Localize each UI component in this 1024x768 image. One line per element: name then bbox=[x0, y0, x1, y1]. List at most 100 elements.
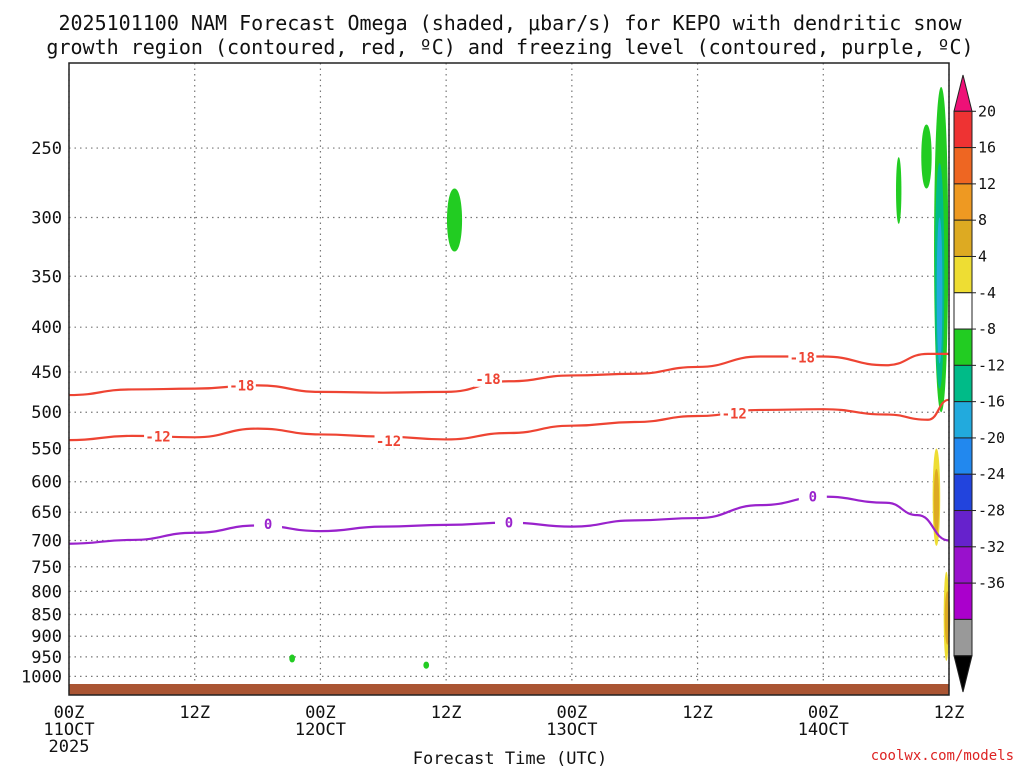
colorbar-bin-6 bbox=[953, 292, 973, 330]
contour-label-2-1: 0 bbox=[505, 516, 513, 532]
x-tick-0-line-3: 2025 bbox=[49, 737, 90, 757]
omega-region-0 bbox=[446, 188, 463, 252]
x-tick-0-line-2: 11OCT bbox=[43, 720, 94, 740]
colorbar-bin-15 bbox=[953, 618, 973, 657]
y-tick-600: 600 bbox=[31, 473, 62, 493]
y-tick-450: 450 bbox=[31, 363, 62, 383]
colorbar-label-6: -8 bbox=[978, 320, 996, 338]
colorbar-bin-1 bbox=[953, 110, 973, 149]
omega-region-4 bbox=[921, 124, 932, 189]
colorbar-label-11: -28 bbox=[978, 502, 1005, 520]
colorbar-bin-2 bbox=[953, 147, 973, 185]
colorbar-label-4: 4 bbox=[978, 247, 987, 265]
credit-text: coolwx.com/models bbox=[871, 748, 1014, 764]
x-tick-1-line-1: 12Z bbox=[179, 703, 210, 723]
contour-label-bg-1-2 bbox=[720, 405, 749, 422]
colorbar-label-1: 16 bbox=[978, 139, 996, 157]
colorbar-label-13: -36 bbox=[978, 574, 1005, 592]
colorbar-bin-16 bbox=[953, 655, 973, 693]
contour-line-0 bbox=[68, 352, 949, 397]
y-tick-900: 900 bbox=[31, 627, 62, 647]
chart-title-line-1: 2025101100 NAM Forecast Omega (shaded, μ… bbox=[58, 11, 962, 35]
contour-label-bg-0-0 bbox=[227, 377, 256, 394]
y-tick-1000: 1000 bbox=[21, 667, 62, 687]
contour-label-1-1: -12 bbox=[376, 434, 401, 450]
y-tick-850: 850 bbox=[31, 605, 62, 625]
terrain-band bbox=[69, 684, 949, 695]
colorbar-label-9: -20 bbox=[978, 429, 1005, 447]
colorbar-bin-12 bbox=[953, 510, 973, 548]
colorbar-bin-7 bbox=[953, 328, 973, 366]
contour-label-bg-2-1 bbox=[495, 514, 523, 531]
y-tick-650: 650 bbox=[31, 503, 62, 523]
colorbar: 20 16 12 8 4 -4 -8 -12 -16 -20 -24 -28 -32 -36 bbox=[953, 74, 1005, 693]
colorbar-bin-9 bbox=[953, 401, 973, 439]
contour-label-bg-0-1 bbox=[474, 370, 503, 387]
y-tick-400: 400 bbox=[31, 318, 62, 338]
x-tick-3-line-1: 12Z bbox=[431, 703, 462, 723]
contour-label-2-2: 0 bbox=[809, 490, 817, 506]
omega-region-9 bbox=[933, 468, 940, 535]
contour-label-bg-2-2 bbox=[798, 488, 827, 505]
omega-region-2 bbox=[423, 661, 430, 669]
colorbar-label-0: 20 bbox=[978, 102, 996, 120]
contour-label-bg-1-0 bbox=[144, 428, 173, 445]
plot-frame bbox=[68, 62, 950, 696]
colorbar-bin-10 bbox=[953, 437, 973, 475]
contour-label-bg-0-2 bbox=[788, 349, 817, 366]
x-tick-4-line-1: 00Z bbox=[556, 703, 587, 723]
colorbar-label-5: -4 bbox=[978, 284, 996, 302]
contour-label-0-2: -18 bbox=[790, 350, 815, 366]
x-tick-6-line-2: 14OCT bbox=[798, 720, 849, 740]
contour-label-0-0: -18 bbox=[229, 378, 254, 394]
y-tick-labels: 2503003504004505005506006507007508008509… bbox=[21, 139, 62, 687]
omega-region-1 bbox=[289, 654, 295, 663]
y-tick-750: 750 bbox=[31, 558, 62, 578]
x-tick-2-line-1: 00Z bbox=[305, 703, 336, 723]
y-tick-250: 250 bbox=[31, 139, 62, 159]
contour-label-bg-1-1 bbox=[374, 432, 403, 449]
contour-label-bg-2-0 bbox=[254, 515, 283, 532]
contour-label-0-1: -18 bbox=[475, 372, 500, 388]
colorbar-label-8: -16 bbox=[978, 393, 1005, 411]
colorbar-bin-13 bbox=[953, 546, 973, 584]
contour-label-1-2: -12 bbox=[722, 407, 747, 423]
x-tick-7-line-1: 12Z bbox=[934, 703, 965, 723]
contour-line-2 bbox=[68, 495, 950, 545]
x-tick-6-line-1: 00Z bbox=[808, 703, 839, 723]
y-tick-350: 350 bbox=[31, 267, 62, 287]
temperature-contours: -18 -18 -18 -12 -12 -12 0 0 0 bbox=[68, 349, 950, 545]
omega-shading bbox=[289, 87, 951, 669]
colorbar-label-10: -24 bbox=[978, 465, 1005, 483]
y-tick-950: 950 bbox=[31, 648, 62, 668]
y-tick-300: 300 bbox=[31, 209, 62, 229]
x-tick-5-line-1: 12Z bbox=[682, 703, 713, 723]
y-tick-800: 800 bbox=[31, 582, 62, 602]
colorbar-bin-11 bbox=[953, 473, 973, 512]
contour-label-1-0: -12 bbox=[145, 430, 170, 446]
colorbar-bin-4 bbox=[953, 219, 973, 257]
colorbar-bin-14 bbox=[953, 582, 973, 620]
colorbar-label-12: -32 bbox=[978, 538, 1005, 556]
x-tick-0-line-1: 00Z bbox=[54, 703, 85, 723]
x-tick-4-line-2: 13OCT bbox=[546, 720, 597, 740]
colorbar-label-3: 8 bbox=[978, 211, 987, 229]
colorbar-bin-3 bbox=[953, 183, 973, 221]
omega-region-3 bbox=[896, 157, 902, 224]
colorbar-bin-0 bbox=[953, 74, 973, 112]
plot-area bbox=[69, 63, 949, 695]
y-tick-500: 500 bbox=[31, 403, 62, 423]
x-axis-label: Forecast Time (UTC) bbox=[413, 749, 607, 768]
colorbar-label-7: -12 bbox=[978, 356, 1005, 374]
contour-line-1 bbox=[68, 398, 950, 442]
chart-title-line-2: growth region (contoured, red, ºC) and f… bbox=[46, 35, 973, 59]
colorbar-bin-8 bbox=[953, 364, 973, 403]
colorbar-label-2: 12 bbox=[978, 175, 996, 193]
omega-region-7 bbox=[936, 217, 943, 364]
x-tick-2-line-2: 12OCT bbox=[295, 720, 346, 740]
y-tick-550: 550 bbox=[31, 440, 62, 460]
colorbar-bin-5 bbox=[953, 255, 973, 294]
y-tick-700: 700 bbox=[31, 531, 62, 551]
